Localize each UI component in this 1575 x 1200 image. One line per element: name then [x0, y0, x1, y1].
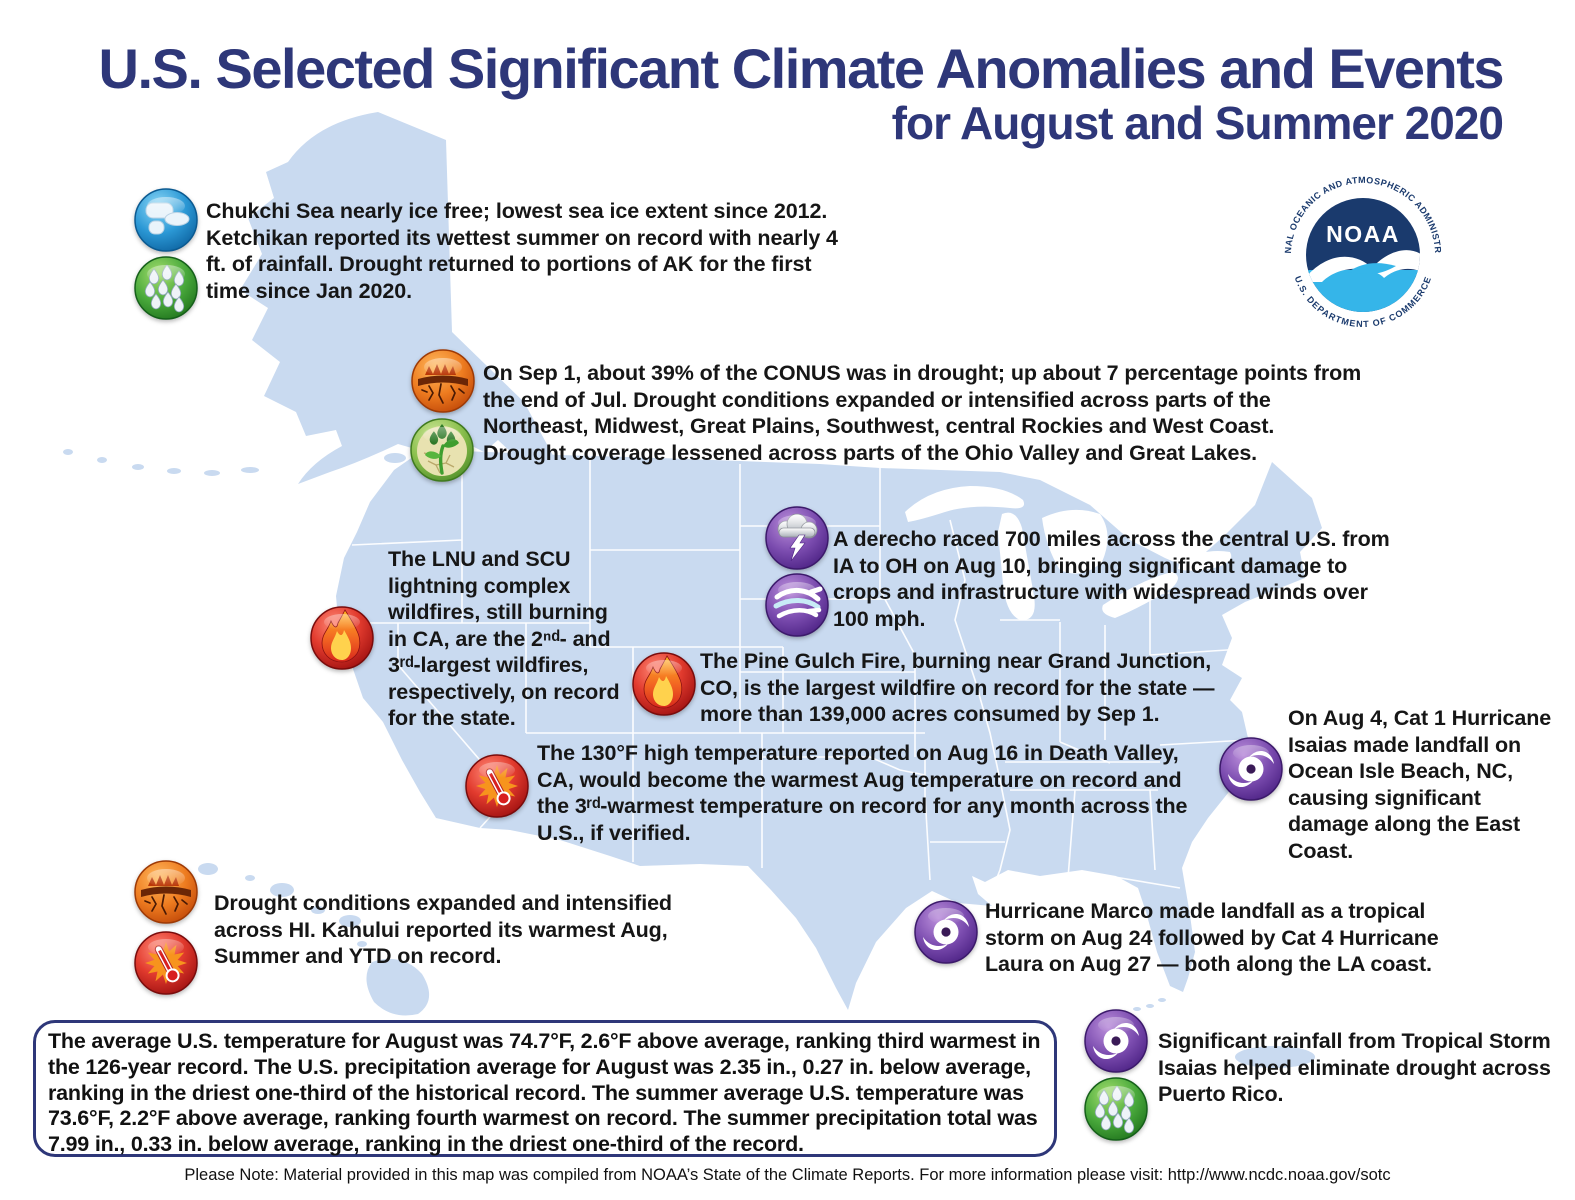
- wildfire-icon: [310, 606, 374, 670]
- annotation-hawaii-drought: Drought conditions expanded and intensif…: [214, 891, 672, 968]
- florida-keys: [1133, 998, 1166, 1011]
- annotation-hurricane-isaias: On Aug 4, Cat 1 Hurricane Isaias made la…: [1288, 706, 1552, 863]
- thunderstorm-icon: [765, 506, 829, 570]
- wildfire-icon: [632, 652, 696, 716]
- hawaii-islands: [198, 863, 430, 1016]
- puerto-rico-island: [1235, 1046, 1315, 1068]
- drought-icon: [411, 349, 475, 413]
- noaa-logo: NOAA NATIONAL OCEANIC AND ATMOSPHERIC AD…: [1278, 170, 1443, 329]
- wind-icon: [763, 571, 831, 639]
- heat-icon: [465, 754, 529, 818]
- hurricane-icon: [1084, 1009, 1148, 1073]
- page-subtitle: for August and Summer 2020: [891, 97, 1504, 149]
- summary-box: The average U.S. temperature for August …: [33, 1020, 1057, 1157]
- conus-landmass: [336, 450, 1322, 1010]
- annotation-lnu-scu-wildfires: The LNU and SCU lightning complex wildfi…: [388, 547, 620, 730]
- annotation-conus-drought: On Sep 1, about 39% of the CONUS was in …: [483, 361, 1362, 465]
- hurricane-icon: [1219, 737, 1283, 801]
- annotation-alaska: Chukchi Sea nearly ice free; lowest sea …: [206, 199, 838, 303]
- annotation-marco-laura: Hurricane Marco made landfall as a tropi…: [985, 899, 1439, 976]
- noaa-wordmark: NOAA: [1326, 221, 1400, 247]
- heat-icon: [134, 931, 198, 995]
- vegetation-recovery-icon: [408, 416, 476, 484]
- annotation-death-valley-heat: The 130°F high temperature reported on A…: [537, 741, 1188, 845]
- annotation-derecho: A derecho raced 700 miles across the cen…: [833, 527, 1390, 631]
- annotation-pine-gulch-fire: The Pine Gulch Fire, burning near Grand …: [700, 649, 1215, 726]
- footer-note: Please Note: Material provided in this m…: [184, 1166, 1391, 1184]
- alaska-landmass: [240, 112, 562, 484]
- heavy-rain-icon: [132, 254, 200, 322]
- sea-ice-icon: [134, 188, 198, 252]
- heavy-rain-icon: [1082, 1075, 1150, 1143]
- aleutian-islands: [63, 449, 406, 476]
- annotation-puerto-rico: Significant rainfall from Tropical Storm…: [1158, 1029, 1551, 1106]
- summary-text: The average U.S. temperature for August …: [48, 1029, 1041, 1157]
- drought-icon: [134, 860, 198, 924]
- page-title: U.S. Selected Significant Climate Anomal…: [98, 37, 1505, 100]
- hurricane-icon: [914, 900, 978, 964]
